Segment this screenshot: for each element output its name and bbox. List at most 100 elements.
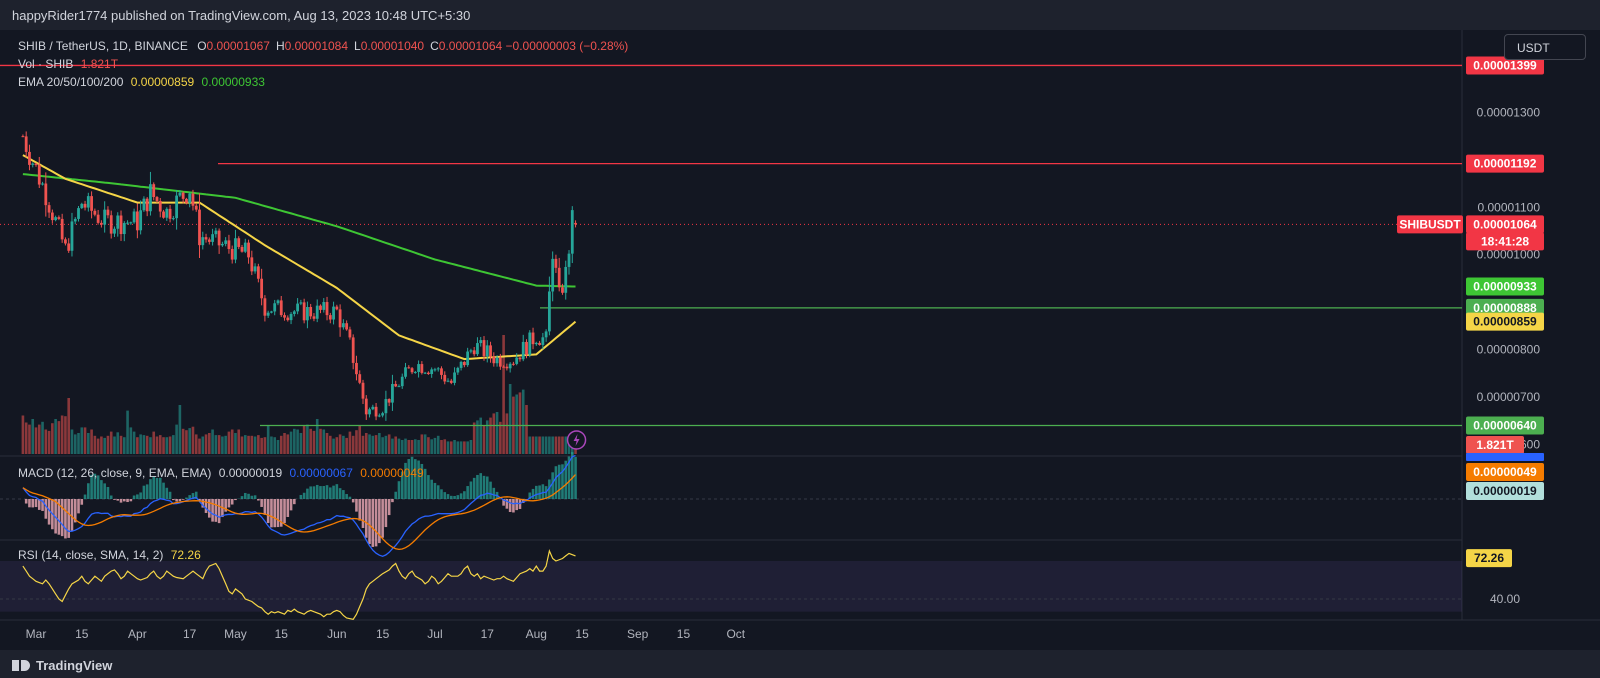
volume-bar (492, 413, 496, 454)
last-price-label: 0.00001064 (1473, 217, 1537, 231)
publisher-bar: happyRider1774 published on TradingView.… (0, 0, 1600, 30)
candle-body (299, 302, 303, 304)
candle-body (498, 357, 502, 367)
volume-bar (351, 435, 355, 454)
volume-bar (449, 441, 453, 454)
macd-histogram-bar (378, 499, 381, 544)
candle-body (381, 413, 385, 416)
macd-histogram-bar (257, 499, 260, 501)
volume-bar (54, 419, 57, 454)
macd-histogram-bar (397, 481, 401, 499)
candle-body (322, 302, 326, 310)
macd-histogram-bar (230, 499, 234, 505)
volume-bar (24, 422, 28, 454)
candle-body (198, 209, 201, 246)
candle-body (430, 369, 434, 375)
candle-body (181, 192, 185, 199)
time-tick-label: 15 (75, 627, 89, 641)
macd-histogram-bar (302, 492, 306, 499)
macd-histogram-bar (404, 462, 407, 499)
candle-body (113, 228, 116, 234)
macd-histogram-bar (266, 499, 270, 524)
candle-body (453, 372, 456, 383)
volume-bar (518, 392, 522, 454)
candle-body (132, 211, 136, 223)
volume-bar (47, 430, 51, 454)
volume-bar (283, 433, 286, 454)
macd-histogram-bar (476, 474, 479, 499)
macd-histogram-bar (152, 476, 156, 499)
macd-histogram-bar (211, 499, 214, 522)
rsi-value: 72.26 (170, 548, 201, 562)
volume-bar (132, 431, 136, 454)
macd-histogram-bar (87, 483, 90, 499)
candle-body (325, 302, 329, 316)
ema-50-label: 0.00000859 (1473, 315, 1537, 329)
volume-bar (90, 429, 93, 454)
candle-body (47, 205, 51, 213)
macd-histogram-bar (427, 475, 430, 499)
macd-histogram-bar (181, 499, 185, 500)
candle-body (410, 368, 414, 373)
tradingview-logo[interactable]: TradingView (12, 658, 112, 673)
macd-histogram-bar (194, 491, 198, 499)
volume-bar (293, 428, 296, 454)
macd-histogram-bar (551, 472, 554, 499)
candle-body (495, 357, 499, 364)
price-chart[interactable]: 0.000006000.000007000.000008000.00001000… (0, 30, 1600, 650)
time-tick-label: 17 (183, 627, 197, 641)
volume-bar (286, 434, 290, 454)
volume-bar (299, 433, 303, 454)
volume-bar (436, 435, 440, 454)
candle-body (312, 316, 316, 319)
time-tick-label: Oct (726, 627, 745, 641)
candle-body (404, 367, 407, 377)
currency-button[interactable]: USDT (1504, 34, 1586, 60)
volume-bar (224, 435, 227, 454)
candle-body (175, 195, 179, 219)
volume-bar (371, 435, 375, 454)
volume-bar (250, 435, 254, 454)
candle-body (162, 211, 165, 218)
chart-area[interactable]: 0.000006000.000007000.000008000.00001000… (0, 30, 1600, 650)
candle-body (371, 406, 375, 410)
macd-histogram-bar (364, 499, 368, 538)
rsi-tick-label: 40.00 (1490, 592, 1520, 606)
candle-body (512, 363, 515, 365)
rsi-value-label: 72.26 (1474, 551, 1504, 565)
candle-body (374, 406, 378, 417)
candle-body (521, 341, 525, 360)
time-tick-label: Sep (627, 627, 649, 641)
level-label-bg (1466, 416, 1544, 435)
volume-bar (315, 419, 319, 454)
macd-histogram-bar (286, 499, 290, 517)
volume-bar (73, 434, 77, 454)
candle-body (433, 369, 437, 371)
level-label-bg (1466, 56, 1544, 75)
candle-body (466, 351, 470, 366)
macd-histogram-bar (482, 475, 486, 499)
macd-histogram-bar (126, 499, 129, 503)
macd-signal-value: 0.00000049 (360, 466, 424, 480)
candle-body (50, 212, 54, 221)
candle-body (237, 238, 241, 247)
macd-histogram-bar (67, 499, 70, 538)
volume-bar (172, 435, 175, 454)
volume-bar (129, 427, 133, 454)
volume-bar (211, 429, 214, 454)
candle-body (266, 312, 270, 316)
candle-body (456, 367, 460, 373)
rsi-line (22, 548, 576, 620)
volume-bar (387, 434, 391, 454)
candle-body (459, 361, 463, 368)
brand-name: TradingView (36, 658, 113, 673)
candle-body (561, 287, 564, 293)
volume-bar (136, 437, 139, 454)
volume-bar (355, 430, 358, 454)
candle-body (377, 415, 381, 417)
volume-bar (544, 436, 548, 454)
candle-body (145, 198, 149, 212)
volume-bar (257, 435, 260, 454)
volume-bar (502, 335, 505, 454)
macd-histogram-bar (512, 499, 515, 513)
